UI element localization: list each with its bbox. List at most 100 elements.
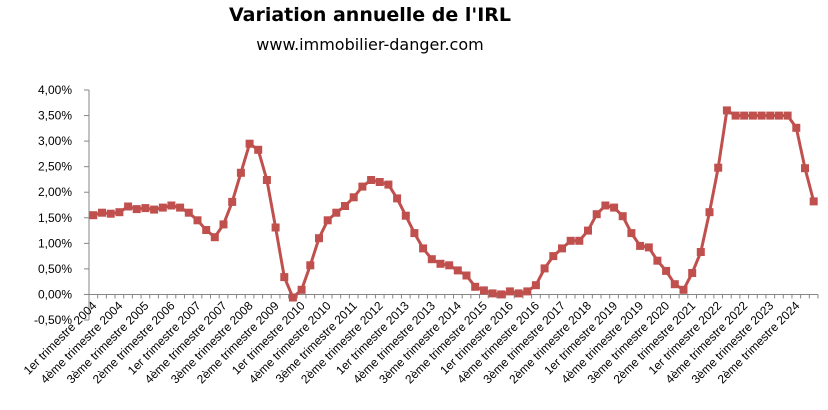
data-point [445, 261, 454, 270]
data-point [705, 208, 714, 217]
y-tick-label: 0,50% [38, 262, 72, 276]
data-point [436, 259, 445, 268]
y-tick-label: 4,00% [38, 83, 72, 97]
data-point [731, 111, 740, 120]
y-tick-label: 2,00% [38, 185, 72, 199]
data-point [679, 285, 688, 294]
data-point [471, 282, 480, 291]
data-point [115, 208, 124, 217]
data-point [488, 289, 497, 298]
data-point [558, 244, 566, 253]
y-tick-label: 3,00% [38, 134, 72, 148]
data-point [809, 197, 818, 206]
y-tick-label: 1,50% [38, 211, 72, 225]
data-point [722, 106, 731, 115]
data-point [575, 236, 584, 245]
data-point [375, 178, 384, 186]
data-point [410, 229, 419, 238]
data-point [523, 287, 532, 296]
data-point [644, 243, 653, 252]
data-point [236, 168, 245, 177]
chart-title: Variation annuelle de l'IRL [228, 4, 512, 26]
data-point [167, 201, 176, 210]
data-point [584, 226, 592, 235]
data-point [627, 229, 636, 238]
chart-subtitle: www.immobilier-danger.com [256, 35, 484, 54]
data-point [419, 244, 428, 253]
data-point [254, 145, 263, 154]
data-point [514, 289, 523, 298]
data-point [497, 290, 506, 299]
data-point [636, 241, 645, 250]
data-point [332, 208, 341, 217]
data-point [801, 164, 809, 173]
data-point [774, 111, 783, 120]
data-point [792, 123, 801, 132]
data-point [280, 273, 289, 282]
data-point [106, 209, 115, 218]
data-point [401, 211, 410, 220]
axes [88, 90, 819, 320]
data-point [670, 280, 679, 289]
data-point [462, 271, 471, 280]
y-tick-label: 1,00% [38, 236, 72, 250]
data-point [601, 201, 610, 210]
data-point [219, 220, 228, 229]
data-point [315, 234, 323, 243]
data-point [714, 163, 723, 172]
data-point [184, 208, 193, 217]
data-point [89, 211, 98, 220]
data-point [766, 111, 775, 120]
data-point [202, 226, 211, 234]
y-tick-label: 3,50% [38, 109, 72, 123]
data-point [453, 266, 462, 275]
data-point [150, 205, 159, 214]
data-point [288, 293, 297, 302]
data-point [393, 194, 402, 203]
data-point [592, 210, 601, 219]
data-point [479, 286, 488, 295]
data-point [367, 176, 376, 184]
data-point [783, 111, 792, 120]
data-point [505, 287, 514, 296]
data-point [158, 203, 167, 212]
data-point [757, 111, 766, 120]
data-point [297, 285, 306, 294]
data-point [618, 212, 627, 221]
data-point [228, 197, 237, 206]
data-point [98, 208, 106, 217]
data-point [662, 266, 671, 275]
data-point [306, 261, 315, 270]
data-point [176, 203, 185, 212]
data-point [748, 111, 757, 120]
data-series [89, 106, 818, 302]
data-point [566, 236, 575, 245]
data-point [341, 202, 349, 210]
data-point [384, 180, 393, 189]
data-point [262, 176, 271, 184]
data-point [210, 233, 219, 242]
data-point [540, 264, 549, 273]
data-point [427, 255, 436, 264]
data-point [688, 269, 697, 277]
data-point [696, 248, 705, 256]
y-axis-ticks: -0,50% 0,00% 0,50% 1,00% 1,50% 2,00% 2,50% 3,00… [34, 83, 89, 327]
data-point [531, 281, 540, 290]
y-tick-label: -0,50% [34, 313, 72, 327]
y-tick-label: 0,00% [38, 287, 72, 301]
data-point [141, 204, 150, 213]
data-point [610, 203, 619, 212]
data-point [132, 205, 141, 214]
data-point [271, 223, 280, 232]
series-line [92, 108, 816, 299]
data-point [193, 216, 202, 225]
data-point [358, 182, 367, 191]
data-point [349, 193, 358, 202]
data-point [323, 216, 332, 225]
data-point [549, 252, 558, 261]
data-point [124, 202, 133, 211]
data-point [245, 139, 254, 148]
data-point [740, 111, 749, 120]
